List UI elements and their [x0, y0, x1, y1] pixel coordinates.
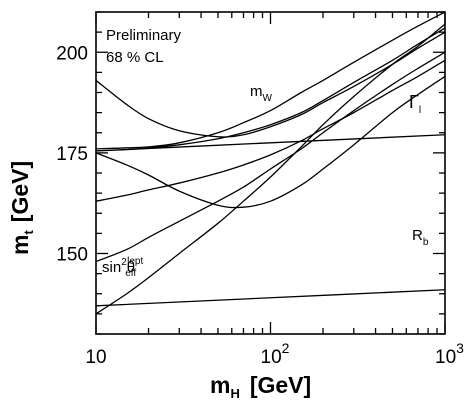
curve-steep-8	[95, 23, 446, 315]
curve-rb-4	[95, 134, 446, 152]
x-axis-title: mH [GeV]	[210, 372, 311, 401]
curve-label-rb: Rb	[412, 227, 429, 248]
curve-label-mw: mW	[250, 83, 273, 104]
curve-label-gamma-l: Γl	[409, 92, 421, 116]
annotation-cl: 68 % CL	[106, 49, 164, 66]
annotation-preliminary: Preliminary	[106, 27, 182, 44]
curves	[95, 11, 446, 315]
curve-sin2-eff-7	[95, 59, 446, 202]
curve-rb-5	[95, 289, 446, 307]
tick-labels: 150 175 200 10 102 103	[56, 43, 464, 368]
axis-ticks	[95, 11, 446, 335]
y-tick-label-175: 175	[56, 144, 88, 165]
x-tick-label-10: 10	[85, 347, 106, 368]
curve--l-2	[95, 75, 446, 209]
curve-sin2-eff-6	[95, 51, 446, 263]
curve-mw-1	[95, 11, 446, 150]
x-tick-label-1000: 103	[435, 340, 464, 368]
x-tick-label-100: 102	[261, 340, 290, 368]
y-tick-label-150: 150	[56, 245, 88, 266]
y-tick-label-200: 200	[56, 43, 88, 64]
curve--l-3	[95, 27, 446, 152]
curve-label-sin2theta: sin2θlept eff	[102, 256, 143, 279]
y-axis-title: mt[GeV]	[7, 161, 36, 255]
